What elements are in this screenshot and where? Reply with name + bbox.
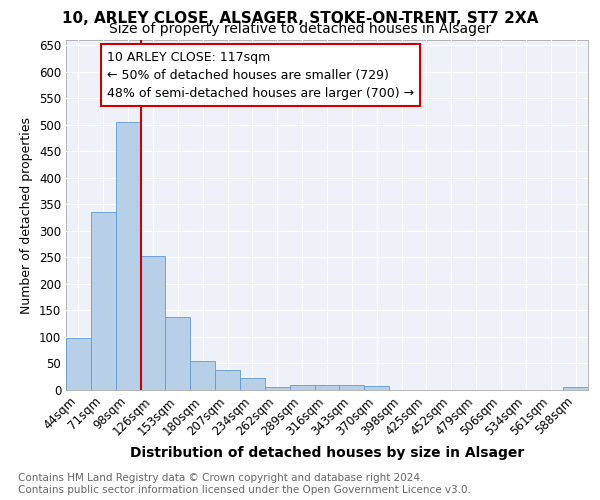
Bar [290,384,314,390]
Bar [140,256,166,390]
Bar [314,384,340,390]
Bar [265,388,290,390]
Bar [116,122,140,390]
Bar [166,317,190,390]
X-axis label: Distribution of detached houses by size in Alsager: Distribution of detached houses by size … [130,446,524,460]
Text: 10, ARLEY CLOSE, ALSAGER, STOKE-ON-TRENT, ST7 2XA: 10, ARLEY CLOSE, ALSAGER, STOKE-ON-TRENT… [62,11,538,26]
Bar [190,361,215,390]
Bar [66,338,91,390]
Bar [364,386,389,390]
Bar [563,388,588,390]
Y-axis label: Number of detached properties: Number of detached properties [20,116,34,314]
Bar [240,378,265,390]
Text: Size of property relative to detached houses in Alsager: Size of property relative to detached ho… [109,22,491,36]
Text: Contains HM Land Registry data © Crown copyright and database right 2024.
Contai: Contains HM Land Registry data © Crown c… [18,474,471,495]
Bar [91,212,116,390]
Bar [340,384,364,390]
Text: 10 ARLEY CLOSE: 117sqm
← 50% of detached houses are smaller (729)
48% of semi-de: 10 ARLEY CLOSE: 117sqm ← 50% of detached… [107,50,414,100]
Bar [215,370,240,390]
